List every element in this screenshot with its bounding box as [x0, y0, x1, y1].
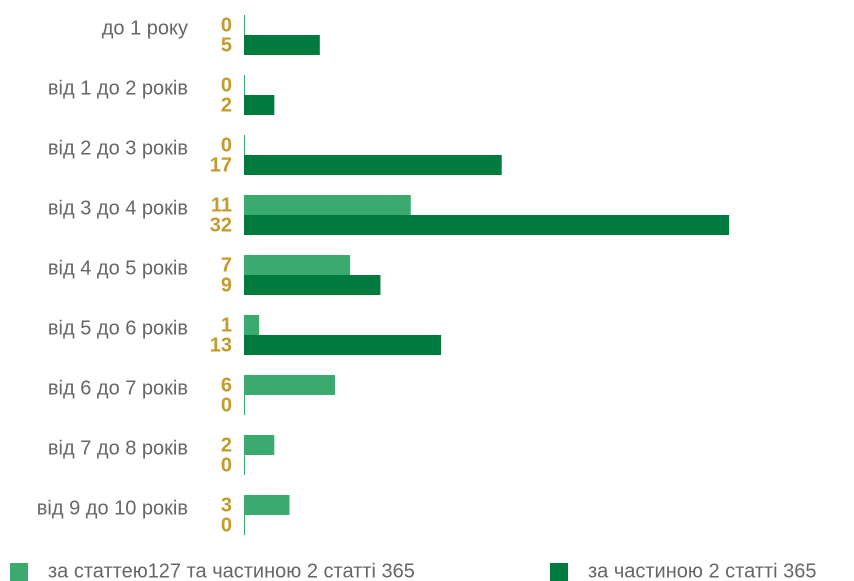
value-label: 2 — [221, 94, 232, 116]
bar — [244, 435, 275, 455]
value-label: 0 — [221, 454, 232, 476]
category-label: до 1 року — [102, 17, 188, 39]
bar — [244, 155, 502, 175]
value-label: 0 — [221, 74, 232, 96]
value-label: 3 — [221, 494, 232, 516]
bar — [244, 275, 381, 295]
bar — [244, 315, 260, 335]
value-label: 11 — [211, 194, 232, 216]
bar — [244, 35, 320, 55]
bar — [244, 495, 290, 515]
value-label: 9 — [221, 274, 232, 296]
bar — [244, 195, 411, 215]
category-label: від 4 до 5 років — [48, 257, 188, 279]
category-label: від 3 до 4 років — [48, 197, 188, 219]
value-label: 32 — [210, 214, 232, 236]
bar — [244, 215, 730, 235]
value-label: 5 — [221, 34, 232, 56]
value-label: 17 — [210, 154, 232, 176]
category-label: від 1 до 2 років — [48, 77, 188, 99]
value-label: 1 — [221, 314, 232, 336]
value-label: 13 — [210, 334, 232, 356]
legend-label: за статтею127 та частиною 2 статті 365 — [48, 560, 415, 581]
value-label: 0 — [221, 514, 232, 536]
legend-label: за частиною 2 статті 365 — [588, 560, 816, 581]
category-label: від 9 до 10 років — [37, 497, 188, 519]
value-label: 6 — [221, 374, 232, 396]
value-label: 7 — [221, 254, 232, 276]
value-label: 2 — [221, 434, 232, 456]
bar — [244, 255, 351, 275]
value-label: 0 — [221, 134, 232, 156]
legend-swatch — [550, 563, 568, 581]
bar — [244, 95, 275, 115]
bar — [244, 335, 442, 355]
value-label: 0 — [221, 394, 232, 416]
bar — [244, 375, 335, 395]
category-label: від 7 до 8 років — [48, 437, 188, 459]
legend-swatch — [10, 563, 28, 581]
category-label: від 6 до 7 років — [48, 377, 188, 399]
category-label: від 2 до 3 років — [48, 137, 188, 159]
category-label: від 5 до 6 років — [48, 317, 188, 339]
value-label: 0 — [221, 14, 232, 36]
